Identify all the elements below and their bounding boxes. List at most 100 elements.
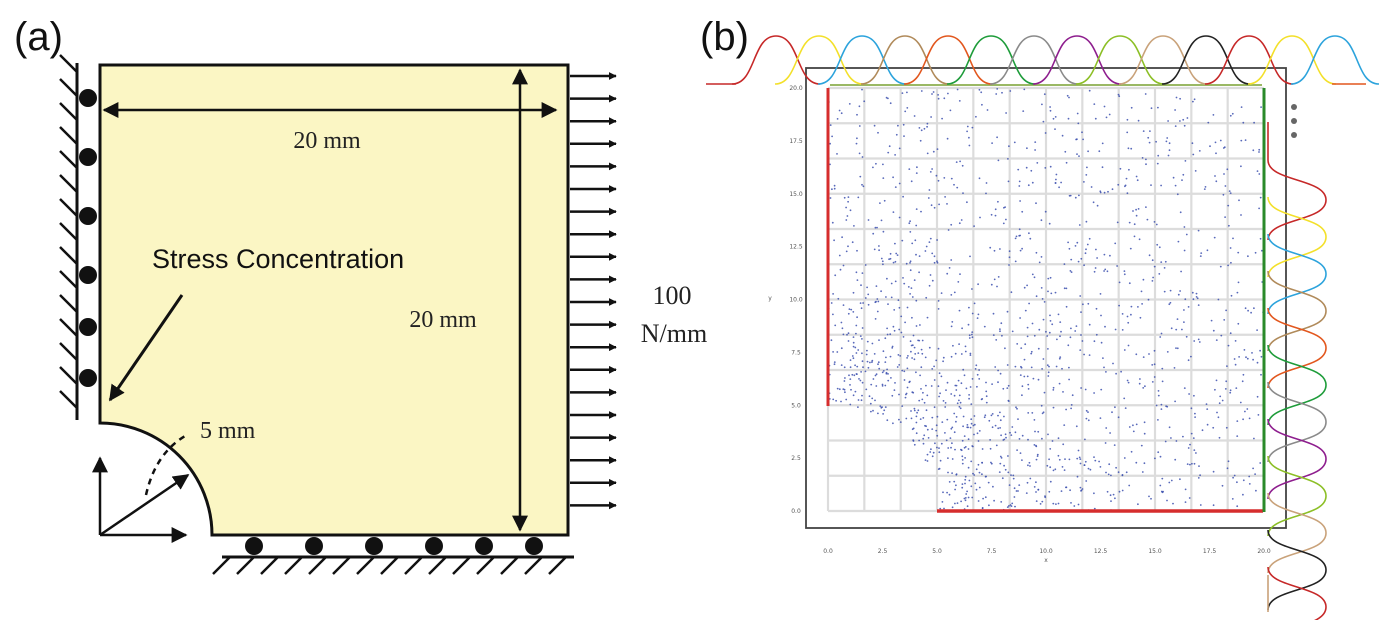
collocation-point — [1057, 454, 1060, 457]
collocation-point — [1221, 484, 1224, 487]
collocation-point — [943, 507, 945, 510]
collocation-point — [992, 485, 994, 488]
collocation-point — [887, 151, 890, 154]
collocation-point — [893, 329, 896, 332]
collocation-point — [1041, 103, 1043, 106]
collocation-point — [1130, 147, 1133, 150]
collocation-point — [1196, 297, 1199, 300]
collocation-point — [857, 349, 860, 351]
collocation-point — [954, 352, 957, 355]
collocation-point — [840, 347, 843, 350]
collocation-point — [1084, 388, 1087, 391]
collocation-point — [1259, 462, 1262, 464]
collocation-point — [1111, 411, 1113, 414]
collocation-point — [969, 426, 972, 429]
roller — [305, 537, 323, 555]
collocation-point — [1229, 389, 1232, 392]
collocation-point — [1018, 484, 1021, 486]
collocation-point — [902, 277, 904, 279]
collocation-point — [1024, 309, 1027, 312]
collocation-point — [971, 312, 974, 315]
collocation-point — [1005, 436, 1007, 439]
collocation-point — [975, 115, 977, 118]
collocation-point — [1183, 124, 1186, 127]
collocation-point — [1054, 116, 1057, 118]
collocation-point — [878, 367, 881, 370]
hatch-mark — [59, 102, 78, 121]
collocation-point — [898, 147, 901, 150]
collocation-point — [894, 242, 896, 245]
collocation-point — [881, 385, 884, 387]
collocation-point — [1074, 196, 1077, 199]
collocation-point — [1103, 253, 1106, 256]
collocation-point — [1076, 112, 1079, 115]
collocation-point — [1214, 141, 1217, 144]
collocation-point — [1087, 419, 1090, 422]
collocation-point — [882, 370, 885, 372]
collocation-point — [1062, 443, 1065, 446]
collocation-point — [1054, 468, 1057, 471]
collocation-point — [946, 381, 949, 384]
collocation-point — [958, 309, 961, 312]
collocation-point — [1028, 232, 1030, 235]
collocation-point — [950, 355, 953, 358]
collocation-point — [1163, 290, 1166, 293]
collocation-point — [1000, 457, 1003, 459]
collocation-point — [970, 485, 973, 488]
collocation-point — [1001, 334, 1003, 337]
collocation-point — [1244, 307, 1247, 310]
collocation-point — [871, 359, 874, 362]
collocation-point — [1153, 349, 1156, 352]
collocation-point — [995, 444, 998, 447]
collocation-point — [867, 219, 870, 221]
collocation-point — [1169, 289, 1172, 292]
collocation-point — [848, 103, 851, 105]
collocation-point — [922, 442, 925, 445]
collocation-point — [1108, 113, 1111, 116]
collocation-point — [1236, 291, 1239, 294]
collocation-point — [1065, 287, 1068, 290]
collocation-point — [846, 215, 849, 217]
collocation-point — [1065, 486, 1068, 489]
collocation-point — [1002, 387, 1005, 390]
collocation-point — [1116, 265, 1118, 267]
collocation-point — [1259, 237, 1262, 240]
collocation-point — [997, 381, 999, 384]
hatch-mark — [524, 556, 543, 575]
collocation-point — [960, 382, 963, 385]
collocation-point — [1077, 503, 1080, 506]
collocation-point — [1260, 106, 1262, 108]
collocation-point — [937, 308, 940, 310]
collocation-point — [921, 352, 924, 355]
collocation-point — [946, 418, 949, 421]
collocation-point — [1035, 481, 1037, 484]
collocation-point — [990, 213, 993, 216]
collocation-point — [892, 325, 895, 328]
collocation-point — [882, 230, 885, 233]
collocation-point — [875, 300, 877, 303]
collocation-point — [1080, 311, 1082, 313]
collocation-point — [1224, 216, 1226, 219]
right-basis-functions — [1267, 122, 1327, 620]
y-tick-label: 15.0 — [789, 191, 803, 198]
collocation-point — [1084, 460, 1087, 463]
collocation-point — [973, 423, 976, 426]
collocation-point — [1155, 404, 1158, 407]
collocation-point — [1017, 418, 1019, 420]
collocation-point — [973, 302, 976, 305]
y-tick-label: 2.5 — [791, 455, 801, 462]
collocation-point — [919, 418, 922, 420]
collocation-point — [1045, 330, 1047, 333]
collocation-point — [1141, 303, 1143, 305]
collocation-point — [851, 241, 854, 244]
collocation-point — [861, 394, 863, 397]
collocation-point — [1087, 411, 1089, 413]
collocation-point — [908, 381, 911, 384]
collocation-point — [910, 180, 913, 183]
collocation-point — [1193, 340, 1196, 342]
collocation-point — [870, 410, 872, 413]
collocation-point — [875, 373, 878, 376]
collocation-point — [967, 466, 970, 469]
collocation-point — [1086, 243, 1089, 246]
collocation-point — [877, 361, 880, 364]
